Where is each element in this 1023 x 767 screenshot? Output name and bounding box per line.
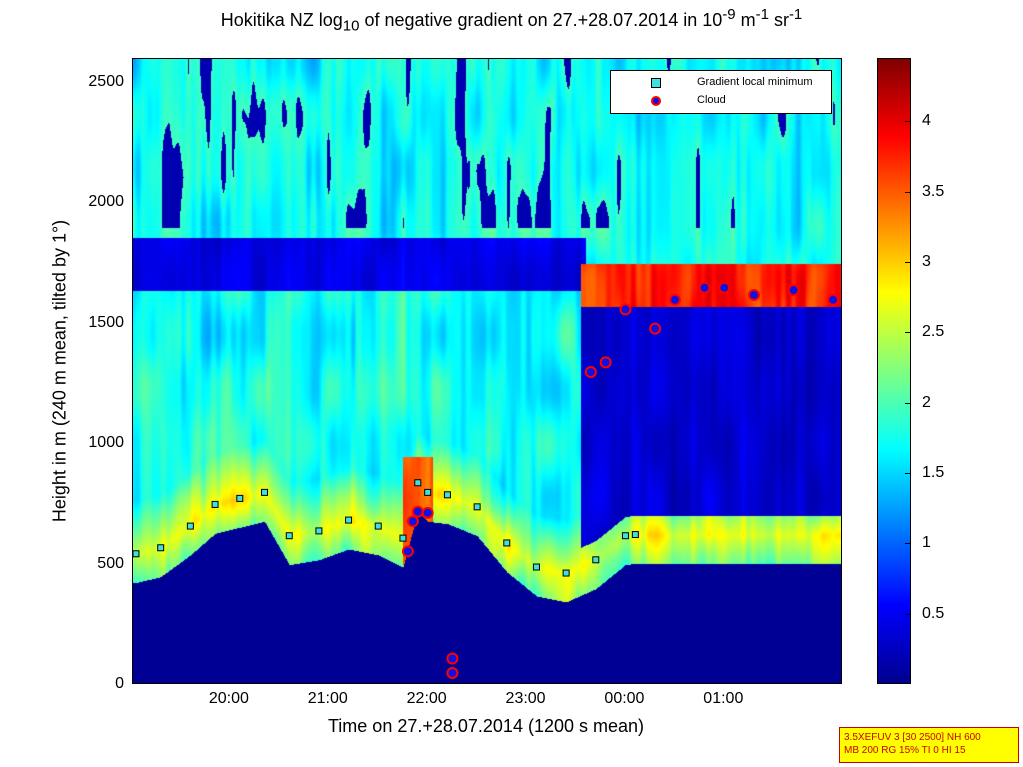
gradient-minimum-marker (374, 522, 382, 530)
x-tick-label: 20:00 (208, 690, 249, 707)
legend: Gradient local minimum Cloud (610, 70, 832, 114)
colorbar-tick-label: 3 (922, 252, 931, 270)
colorbar-tick-mark (905, 121, 911, 123)
x-tick-label: 22:00 (406, 690, 447, 707)
cloud-marker (668, 293, 681, 306)
colorbar-tick-mark (905, 613, 911, 615)
cloud-marker (406, 515, 419, 528)
colorbar-tick-label: 0.5 (922, 604, 945, 622)
x-tick-label: 23:00 (505, 690, 546, 707)
gradient-minimum-marker (261, 488, 269, 496)
colorbar-tick-mark (905, 261, 911, 263)
heatmap-canvas (133, 59, 841, 683)
y-tick-label: 2000 (88, 193, 124, 211)
settings-line: 3.5XEFUV 3 [30 2500] NH 600 (844, 732, 981, 743)
gradient-minimum-marker (473, 503, 481, 511)
marker-overlay (133, 281, 840, 679)
gradient-minimum-marker (562, 569, 570, 577)
gradient-minimum-marker (315, 527, 323, 535)
cloud-marker (446, 666, 459, 679)
colorbar-tick-mark (905, 472, 911, 474)
colorbar-tick-label: 1.5 (922, 463, 945, 481)
gradient-minimum-marker (443, 491, 451, 499)
cloud-marker (421, 506, 434, 519)
y-tick-label: 1500 (88, 313, 124, 331)
plot-area (132, 58, 842, 684)
gradient-minimum-marker (532, 563, 540, 571)
cloud-marker (787, 284, 800, 297)
cloud-marker (401, 545, 414, 558)
colorbar-tick-mark (905, 332, 911, 334)
y-axis-label: Height in m (240 m mean, tilted by 1°) (49, 219, 70, 523)
gradient-minimum-marker (503, 539, 511, 547)
cloud-marker (446, 652, 459, 665)
colorbar-tick-label: 2 (922, 393, 931, 411)
gradient-minimum-marker (211, 500, 219, 508)
gradient-minimum-marker (414, 479, 422, 487)
gradient-minimum-marker (157, 544, 165, 552)
y-tick-label: 1000 (88, 434, 124, 452)
cloud-marker (619, 303, 632, 316)
legend-label: Cloud (697, 94, 726, 106)
gradient-minimum-marker (133, 550, 140, 558)
circle-marker-icon (651, 96, 661, 106)
x-tick-label: 21:00 (307, 690, 348, 707)
legend-label: Gradient local minimum (697, 76, 813, 88)
gradient-minimum-marker (345, 516, 353, 524)
settings-line: MB 200 RG 15% TI 0 HI 15 (844, 745, 966, 756)
colorbar-tick-label: 4 (922, 112, 931, 130)
cloud-marker (748, 288, 761, 301)
cloud-marker (649, 322, 662, 335)
gradient-minimum-marker (592, 556, 600, 564)
legend-entry-gradient-minimum: Gradient local minimum (611, 74, 831, 92)
settings-box: 3.5XEFUV 3 [30 2500] NH 600 MB 200 RG 15… (839, 727, 1019, 763)
cloud-marker (827, 293, 840, 306)
colorbar-tick-mark (905, 402, 911, 404)
y-tick-label: 0 (115, 675, 124, 692)
gradient-minimum-marker (285, 532, 293, 540)
square-marker-icon (651, 78, 661, 88)
cloud-marker (718, 281, 731, 294)
cloud-marker (584, 366, 597, 378)
x-tick-label: 00:00 (604, 690, 645, 707)
cloud-marker (599, 356, 612, 369)
gradient-minimum-marker (186, 522, 194, 530)
gradient-minimum-marker (236, 494, 244, 502)
y-tick-label: 500 (97, 554, 124, 572)
colorbar-tick-mark (905, 191, 911, 193)
colorbar-tick-label: 2.5 (922, 323, 945, 341)
cloud-marker (411, 505, 424, 518)
chart-title: Hokitika NZ log10 of negative gradient o… (220, 6, 803, 35)
legend-entry-cloud: Cloud (611, 92, 831, 110)
gradient-minimum-marker (424, 488, 432, 496)
cloud-marker (698, 281, 711, 294)
gradient-minimum-marker (399, 534, 407, 542)
y-tick-label: 2500 (88, 73, 124, 91)
colorbar-tick-label: 1 (922, 534, 931, 552)
colorbar-tick-mark (905, 543, 911, 545)
x-axis-label: Time on 27.+28.07.2014 (1200 s mean) (327, 716, 645, 736)
gradient-minimum-marker (631, 531, 639, 539)
colorbar-tick-label: 3.5 (922, 182, 945, 200)
x-tick-label: 01:00 (703, 690, 744, 707)
colorbar (877, 58, 911, 684)
gradient-minimum-marker (621, 532, 629, 540)
